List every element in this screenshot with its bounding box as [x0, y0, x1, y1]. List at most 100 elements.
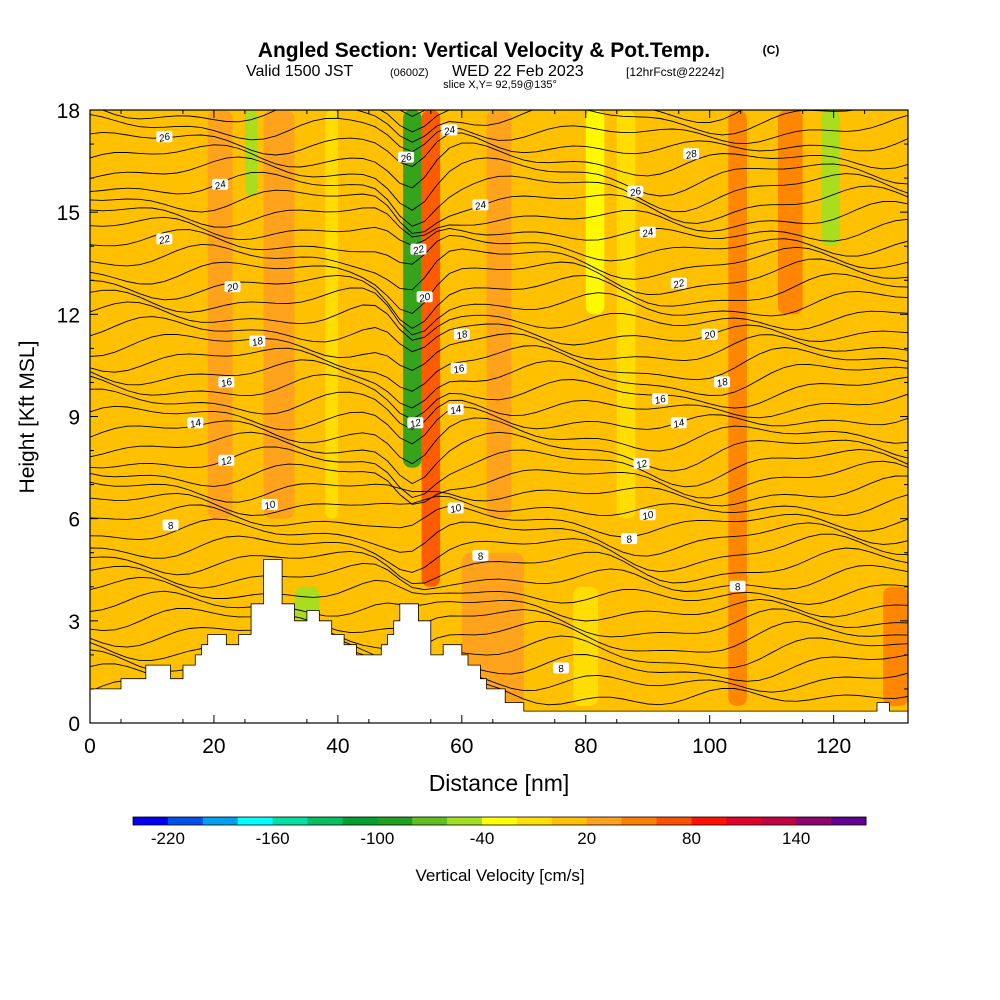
- velocity-band-14: [573, 586, 599, 706]
- theta-label-bg-31: [621, 533, 638, 545]
- theta-label-text-15: 18: [455, 329, 469, 343]
- theta-label-text-8: 10: [263, 499, 277, 513]
- plot-area: 26 24 22 20 18 16 14 12 10 8 24 26 24 22 20 18 16 14 12 10 8…: [90, 110, 908, 723]
- theta-contour-14: [90, 475, 908, 507]
- theta-label-text-23: 24: [640, 227, 655, 241]
- colorbar-tick-label-6: 140: [782, 829, 810, 848]
- theta-label-22: 26: [627, 185, 644, 200]
- theta-contour-23: [90, 345, 908, 392]
- theta-label-text-16: 16: [452, 363, 466, 377]
- colorbar-tick-label-3: -40: [470, 829, 495, 848]
- theta-label-18: 12: [407, 417, 424, 431]
- theta-label-text-1: 24: [213, 179, 228, 193]
- theta-label-text-28: 14: [672, 417, 686, 431]
- y-tick-label-6: 18: [57, 100, 80, 123]
- theta-label-text-21: 28: [684, 148, 699, 162]
- theta-label-text-27: 16: [654, 394, 668, 408]
- theta-label-text-22: 26: [628, 186, 643, 200]
- y-tick-label-5: 15: [57, 202, 80, 225]
- theta-contour-20: [90, 388, 908, 430]
- theta-label-10: 24: [441, 124, 458, 139]
- x-tick-label-5: 100: [692, 735, 727, 758]
- theta-label-29: 12: [633, 458, 650, 472]
- chart-title-tag: (C): [763, 43, 780, 57]
- colorbar-swatch-7: [377, 817, 413, 825]
- theta-label-text-10: 24: [442, 125, 457, 139]
- colorbar-swatch-0: [133, 817, 169, 825]
- y-tick-label-0: 0: [68, 713, 80, 736]
- colorbar-swatch-5: [307, 817, 343, 825]
- velocity-band-5: [207, 110, 233, 519]
- theta-label-text-17: 14: [449, 404, 463, 418]
- theta-label-bg-2: [156, 233, 173, 245]
- theta-label-17: 14: [447, 403, 464, 418]
- theta-label-3: 20: [224, 281, 241, 295]
- colorbar-tick-label-5: 80: [682, 829, 701, 848]
- theta-contour-8: [90, 562, 908, 592]
- theta-label-13: 22: [410, 243, 427, 258]
- chart-subtitle-main: Valid 1500 JST: [246, 63, 354, 80]
- theta-contour-30: [90, 243, 908, 291]
- theta-label-bg-14: [416, 291, 433, 303]
- theta-label-bg-6: [187, 417, 204, 429]
- colorbar-swatch-3: [237, 817, 274, 825]
- theta-label-text-31: 8: [625, 534, 634, 546]
- theta-contour-12: [90, 504, 908, 538]
- colorbar-swatch-12: [551, 817, 588, 825]
- theta-label-bg-29: [633, 458, 650, 470]
- theta-label-14: 20: [416, 291, 433, 305]
- x-tick-label-1: 20: [202, 735, 225, 758]
- velocity-band-3: [244, 110, 258, 196]
- theta-label-4: 18: [249, 335, 266, 349]
- theta-label-bg-19: [447, 502, 464, 514]
- chart-subtitle-utc: (0600Z): [390, 67, 429, 79]
- theta-contour-34: [90, 185, 908, 234]
- y-tick-label-2: 6: [68, 509, 80, 532]
- theta-label-24: 22: [670, 277, 687, 292]
- velocity-field: [207, 110, 908, 706]
- theta-label-bg-18: [407, 417, 424, 429]
- theta-contour-5: [90, 607, 908, 638]
- theta-contour-26: [90, 301, 908, 341]
- x-tick-label-3: 60: [450, 735, 473, 758]
- theta-contour-40: [101, 110, 858, 143]
- theta-label-8: 10: [261, 499, 278, 513]
- theta-contour-15: [90, 460, 908, 505]
- theta-label-7: 12: [218, 454, 235, 468]
- theta-label-27: 16: [652, 393, 669, 408]
- velocity-band-4: [263, 110, 295, 519]
- colorbar-swatch-6: [342, 817, 378, 825]
- theta-contour-36: [90, 156, 908, 211]
- theta-label-bg-23: [639, 226, 656, 238]
- colorbar-swatch-15: [656, 817, 692, 825]
- theta-label-bg-0: [156, 131, 173, 143]
- theta-label-30: 10: [639, 509, 656, 523]
- theta-contour-18: [90, 417, 908, 465]
- theta-label-bg-9: [162, 519, 179, 531]
- theta-label-bg-24: [670, 277, 687, 289]
- theta-label-28: 14: [670, 417, 687, 431]
- theta-contour-31: [90, 229, 908, 265]
- terrain: [90, 559, 908, 723]
- colorbar-ticks: -220 -160 -100 -40 20 80 140: [151, 829, 810, 848]
- theta-label-text-11: 26: [399, 152, 414, 166]
- colorbar-swatch-18: [761, 817, 797, 825]
- colorbar-swatch-4: [272, 817, 309, 825]
- theta-label-bg-16: [450, 362, 467, 374]
- theta-contour-labels: 26 24 22 20 18 16 14 12 10 8 24 26 24 22 20 18 16 14 12 10 8…: [156, 124, 746, 676]
- theta-label-20: 8: [472, 550, 489, 563]
- theta-contours: [90, 110, 908, 706]
- theta-contour-21: [90, 373, 908, 420]
- theta-label-text-29: 12: [635, 458, 649, 472]
- theta-contour-19: [90, 405, 908, 445]
- colorbar-swatch-9: [447, 817, 483, 825]
- colorbar-swatch-20: [831, 817, 867, 825]
- theta-label-bg-15: [453, 328, 470, 340]
- theta-contour-17: [90, 431, 908, 485]
- theta-contour-9: [90, 547, 908, 585]
- theta-contour-33: [90, 201, 908, 238]
- theta-label-text-19: 10: [449, 503, 463, 517]
- theta-label-9: 8: [162, 519, 179, 532]
- theta-contour-37: [90, 142, 908, 189]
